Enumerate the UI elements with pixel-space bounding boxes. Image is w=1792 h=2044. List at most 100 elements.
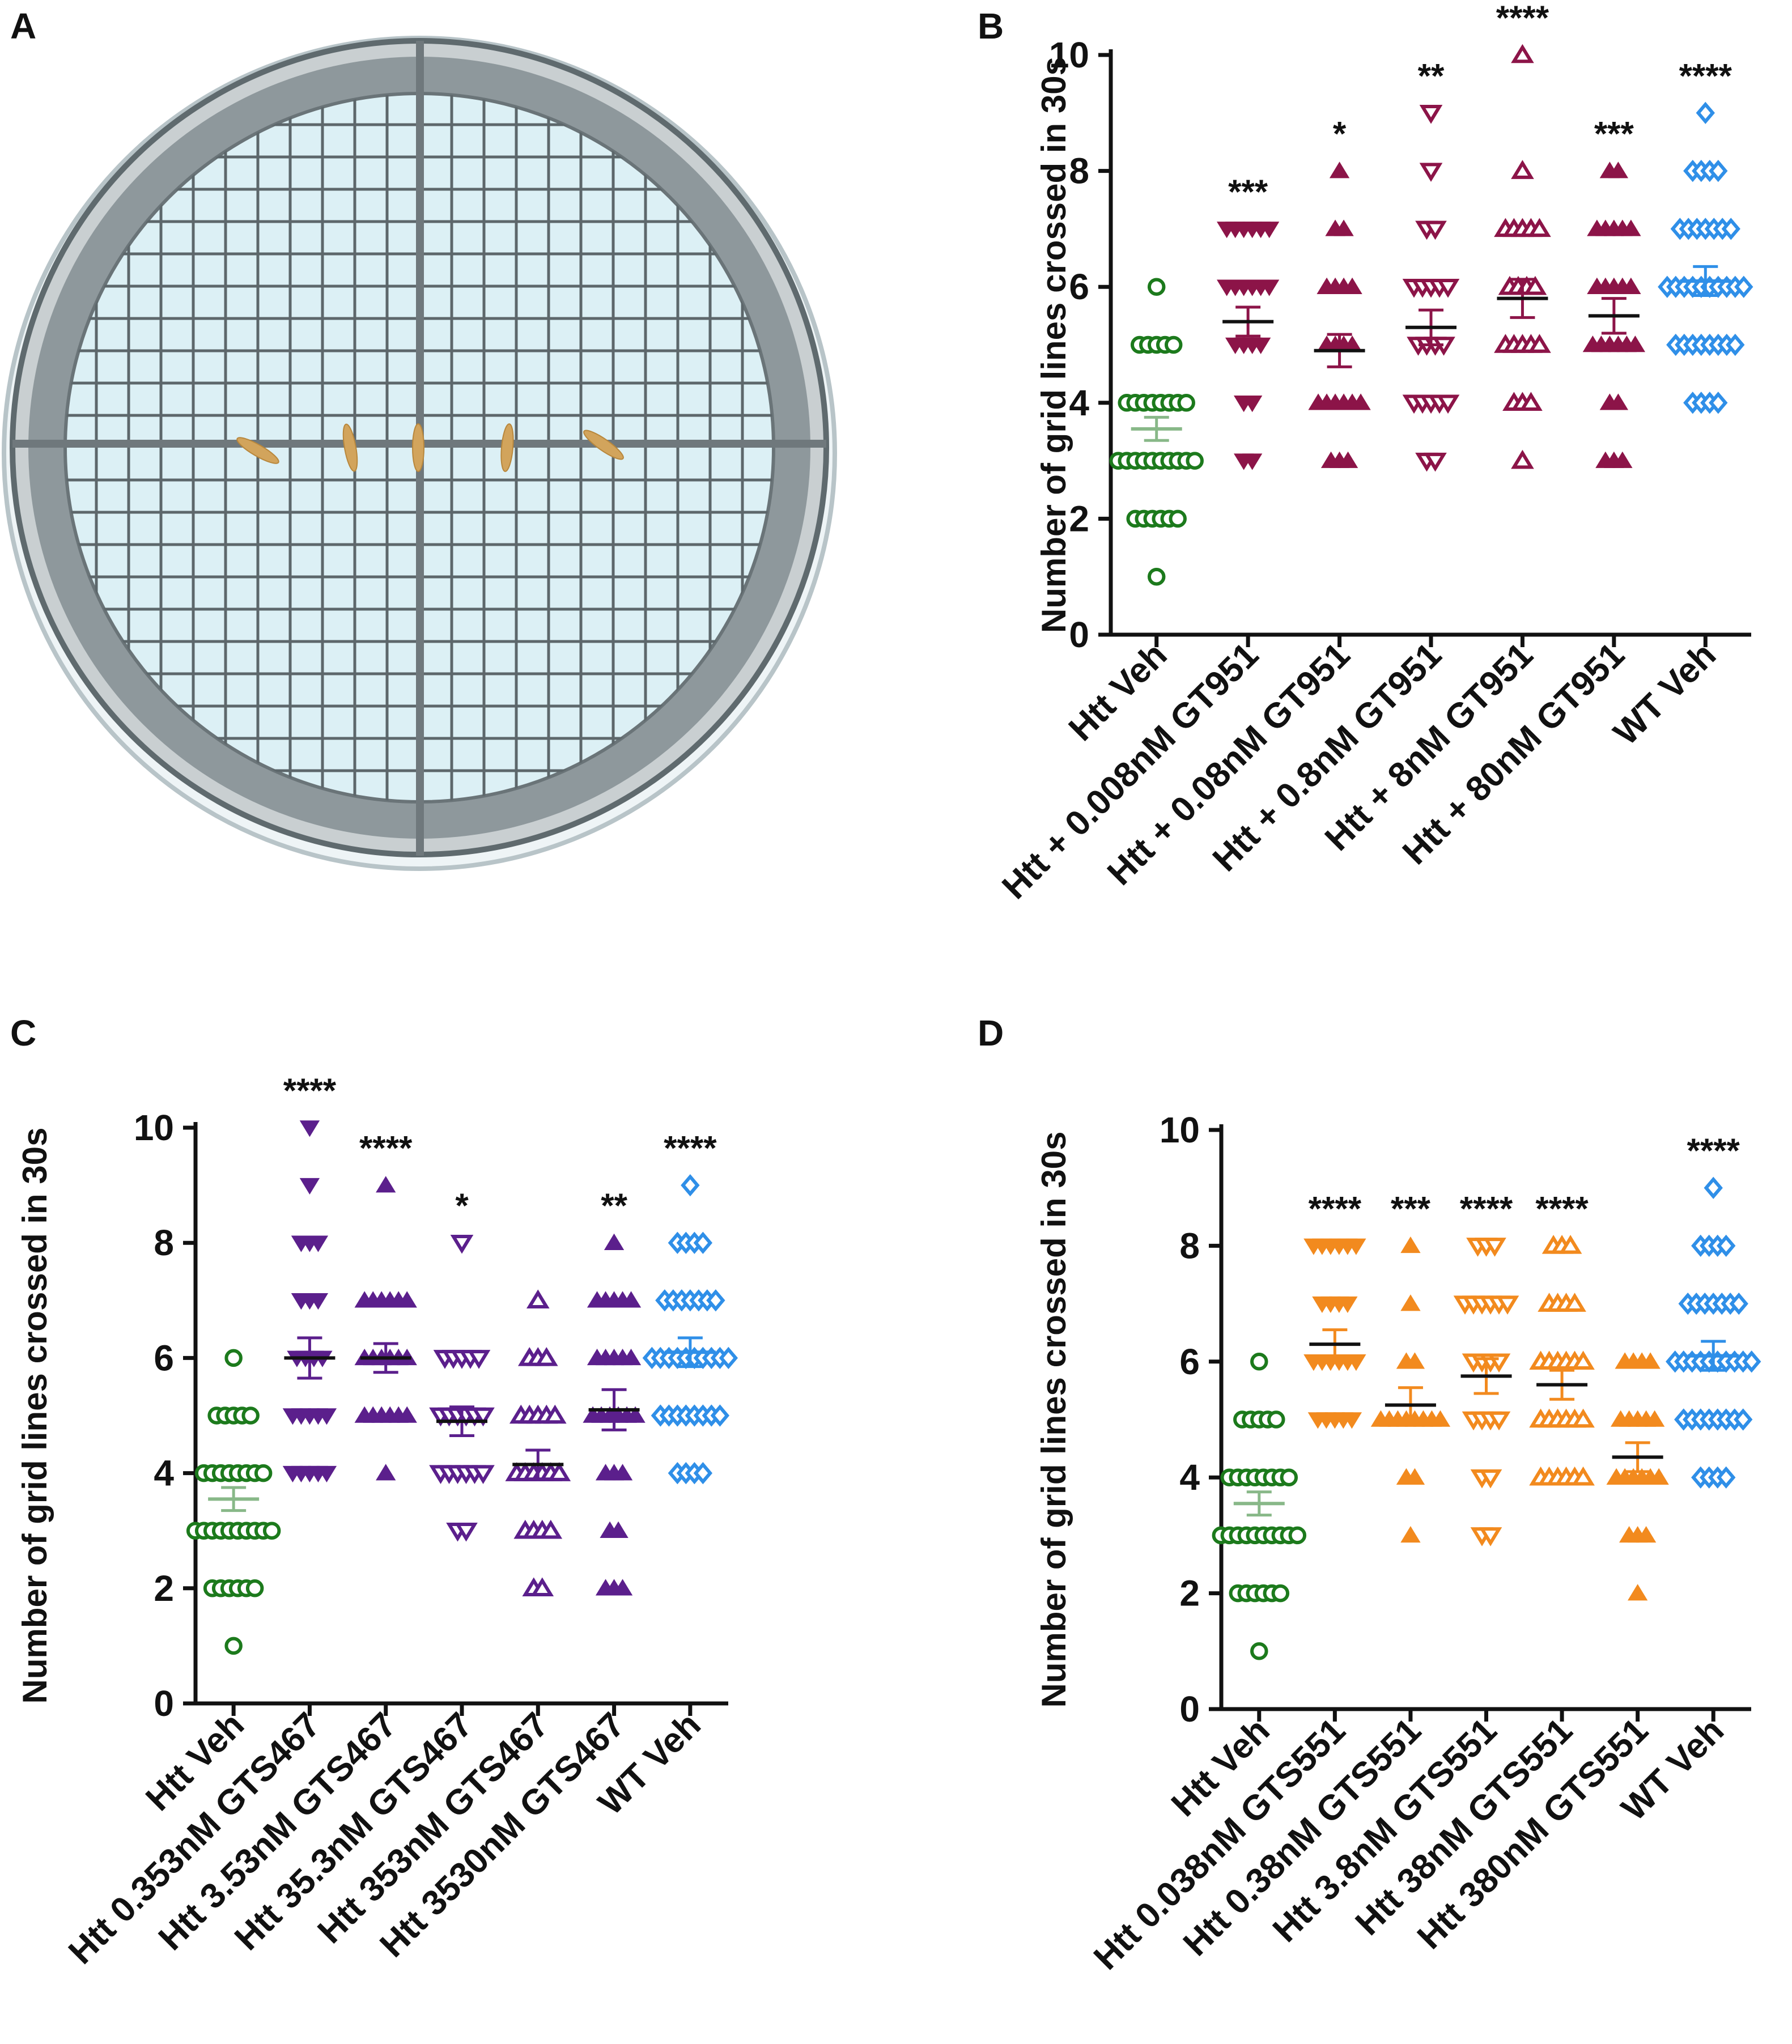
larvae-group [236,423,624,472]
significance-label: **** [1679,57,1732,95]
data-point [1351,393,1371,410]
data-point [534,1347,558,1366]
data-point [1337,451,1358,468]
significance-label: **** [664,1129,717,1167]
data-point [1717,1234,1736,1257]
data-point [1404,1468,1425,1485]
series-0 [186,1349,281,1655]
data-point [1186,452,1204,470]
data-point [1259,222,1280,239]
data-point [693,1231,713,1254]
data-point [1523,275,1547,295]
data-point [450,1234,474,1254]
data-point [1337,1296,1358,1313]
data-point [547,1462,571,1481]
data-point [1169,509,1187,528]
data-point [1608,162,1629,179]
y-tick-label: 8 [1069,151,1089,192]
data-point [1559,1235,1582,1254]
data-point [308,1235,329,1252]
series-1: **** [282,1072,337,1482]
y-tick-label: 10 [1049,35,1089,75]
data-point [1496,1295,1519,1315]
petri-dish-illustration [2,36,837,871]
series-4 [505,1289,571,1597]
data-point [1649,1468,1669,1485]
data-point [1346,1238,1366,1255]
data-point [1511,449,1534,469]
data-point [299,1178,320,1195]
data-point [1280,1468,1298,1486]
significance-label: * [1333,115,1347,153]
significance-label: ** [601,1187,627,1225]
data-point [1400,1294,1421,1311]
significance-label: **** [1687,1132,1740,1170]
series-4: **** [1494,0,1551,469]
data-point [621,1291,642,1308]
data-point [224,1349,243,1367]
panel-label-c: C [10,1013,36,1053]
data-point [1519,392,1543,411]
y-tick-label: 2 [1069,498,1089,539]
data-point [467,1350,491,1369]
data-point [455,1522,478,1542]
data-point [316,1408,337,1425]
data-point [1267,1410,1285,1429]
panel-label-b: B [978,6,1004,46]
larva [500,423,514,472]
series-2: **** [354,1129,417,1481]
data-point [1341,1412,1362,1429]
data-point [1271,1584,1290,1603]
y-axis-title: Number of grid lines crossed in 30s [1035,57,1073,633]
data-point [1483,1238,1506,1257]
y-tick-label: 10 [134,1107,174,1148]
data-point [1612,451,1633,468]
data-point [1419,163,1443,182]
data-point [1734,1408,1753,1431]
data-point [1259,279,1280,296]
series-6: **** [1666,1132,1761,1489]
data-point [1511,44,1534,63]
data-point [376,1464,396,1481]
data-point [1250,1642,1268,1660]
data-point [530,1577,554,1597]
y-tick-label: 6 [1069,266,1089,307]
y-tick-label: 4 [1179,1457,1200,1498]
data-point [1563,1293,1586,1312]
data-point [1250,1353,1268,1371]
data-point [1342,277,1362,294]
data-point [1147,278,1166,296]
data-point [1742,1350,1761,1373]
series-4: **** [1529,1189,1595,1486]
data-point [526,1289,550,1309]
data-point [262,1522,281,1540]
significance-label: * [455,1187,469,1225]
panel-d-chart: 0 2 4 6 8 10 Number of grid lines crossed in 3… [1035,1110,1761,1977]
significance-label: **** [1460,1189,1513,1227]
data-point [1436,394,1460,414]
data-point [316,1465,337,1482]
data-point [1709,159,1728,182]
larva [342,423,358,472]
y-tick-label: 10 [1160,1110,1200,1150]
data-point [1164,335,1183,354]
data-point [1528,218,1551,237]
series-6: **** [1658,57,1753,414]
data-point [608,1521,629,1538]
data-point [1479,1527,1502,1546]
data-point [1572,1350,1595,1370]
data-point [1430,1410,1451,1427]
significance-label: *** [1391,1189,1431,1227]
data-point [719,1346,738,1370]
significance-label: **** [1535,1189,1589,1227]
panel-label-a: A [10,6,36,46]
larva [412,423,424,472]
data-point [1636,1526,1657,1543]
series-6: **** [642,1129,738,1485]
series-5: *** [1582,115,1646,468]
data-point [1608,393,1629,410]
data-point [1400,1236,1421,1253]
significance-label: **** [1496,0,1549,37]
data-point [1479,1469,1502,1489]
